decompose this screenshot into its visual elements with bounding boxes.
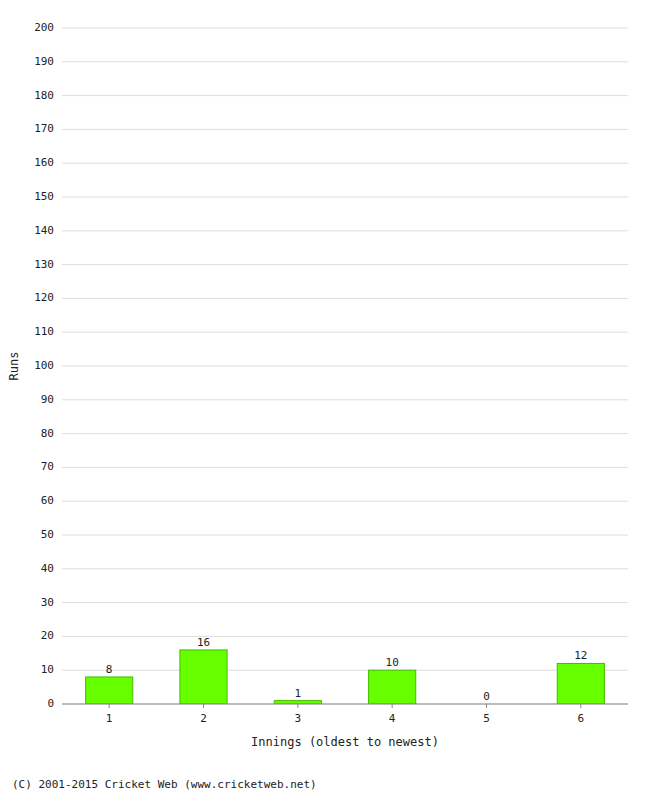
x-tick-label: 6 (578, 712, 585, 725)
y-grid (62, 28, 628, 704)
data-label: 0 (483, 690, 490, 703)
x-axis-label: Innings (oldest to newest) (251, 735, 439, 749)
grid-line (62, 28, 628, 29)
y-tick-label: 80 (41, 427, 54, 440)
data-label: 1 (295, 687, 302, 700)
data-label: 16 (197, 636, 210, 649)
y-axis-label: Runs (7, 352, 21, 381)
data-label: 12 (574, 649, 587, 662)
x-tick (297, 704, 298, 708)
x-tick (392, 704, 393, 708)
grid-line (62, 535, 628, 536)
x-tick (486, 704, 487, 708)
y-tick-label: 40 (41, 562, 54, 575)
y-tick-label: 100 (34, 359, 54, 372)
y-tick-label: 60 (41, 494, 54, 507)
bar (180, 650, 227, 704)
bar (274, 701, 321, 704)
grid-line (62, 568, 628, 569)
x-tick-label: 2 (200, 712, 207, 725)
grid-line (62, 704, 628, 705)
y-tick-label: 130 (34, 258, 54, 271)
grid-line (62, 197, 628, 198)
x-tick-label: 4 (389, 712, 396, 725)
x-tick (203, 704, 204, 708)
bar (369, 670, 416, 704)
grid-line (62, 230, 628, 231)
y-tick-label: 50 (41, 528, 54, 541)
grid-line (62, 602, 628, 603)
y-tick-label: 110 (34, 325, 54, 338)
grid-line (62, 399, 628, 400)
x-tick (109, 704, 110, 708)
y-tick-label: 90 (41, 393, 54, 406)
x-tick (580, 704, 581, 708)
x-tick-label: 3 (295, 712, 302, 725)
grid-line (62, 332, 628, 333)
y-tick-label: 150 (34, 190, 54, 203)
chart-container: 0102030405060708090100110120130140150160… (0, 0, 650, 800)
chart-svg: 0102030405060708090100110120130140150160… (0, 0, 650, 800)
grid-line (62, 433, 628, 434)
grid-line (62, 163, 628, 164)
grid-line (62, 61, 628, 62)
data-label: 8 (106, 663, 113, 676)
y-tick-label: 170 (34, 122, 54, 135)
y-tick-label: 160 (34, 156, 54, 169)
grid-line (62, 95, 628, 96)
y-tick-label: 180 (34, 89, 54, 102)
y-tick-label: 140 (34, 224, 54, 237)
bars (86, 650, 605, 704)
grid-line (62, 501, 628, 502)
y-tick-label: 10 (41, 663, 54, 676)
y-tick-label: 0 (47, 697, 54, 710)
grid-line (62, 366, 628, 367)
grid-line (62, 636, 628, 637)
y-tick-label: 30 (41, 596, 54, 609)
x-axis-line (62, 704, 628, 705)
grid-line (62, 670, 628, 671)
grid-line (62, 298, 628, 299)
y-tick-label: 190 (34, 55, 54, 68)
grid-line (62, 264, 628, 265)
grid-line (62, 129, 628, 130)
y-tick-label: 120 (34, 291, 54, 304)
x-tick-label: 5 (483, 712, 490, 725)
data-label: 10 (386, 656, 399, 669)
y-tick-label: 20 (41, 629, 54, 642)
y-tick-label: 200 (34, 21, 54, 34)
y-tick-label: 70 (41, 460, 54, 473)
bar (557, 663, 604, 704)
bar (86, 677, 133, 704)
grid-line (62, 467, 628, 468)
footer-text: (C) 2001-2015 Cricket Web (www.cricketwe… (12, 778, 317, 791)
x-tick-label: 1 (106, 712, 113, 725)
